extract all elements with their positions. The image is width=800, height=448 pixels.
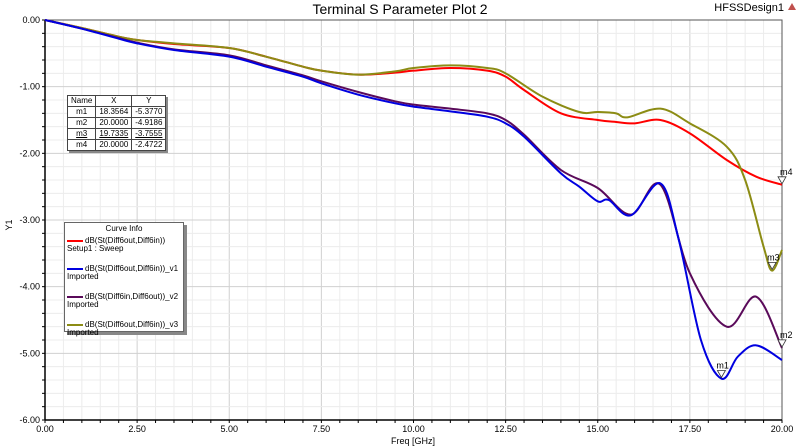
legend-swatch — [67, 295, 83, 298]
marker-label: m1 — [716, 360, 729, 370]
y-tick-label: -3.00 — [19, 215, 40, 225]
curve-2[interactable] — [44, 19, 783, 380]
y-tick-label: 0.00 — [22, 15, 40, 25]
x-tick-label: 7.50 — [313, 424, 331, 434]
marker-table[interactable]: Name X Y m1 18.3564 -5.3770 m2 20.0000 -… — [66, 95, 167, 151]
design-name-label: HFSSDesign1 — [714, 2, 784, 14]
marker-triangle-icon[interactable] — [777, 339, 787, 348]
legend-label: dB(St(Diff6out,Diff6in)) — [85, 236, 166, 245]
x-tick-label: 15.00 — [586, 424, 609, 434]
col-y: Y — [131, 95, 167, 107]
legend-source: Imported — [67, 272, 99, 281]
legend-label: dB(St(Diff6out,Diff6in))_v1 — [85, 264, 179, 273]
marker-y: -4.9186 — [131, 117, 167, 129]
marker-row[interactable]: m2 20.0000 -4.9186 — [66, 117, 167, 129]
legend-source: Imported — [67, 328, 99, 337]
marker-x: 18.3564 — [95, 106, 133, 118]
marker-row[interactable]: m3 19.7335 -3.7555 — [66, 128, 167, 140]
x-tick-label: 10.00 — [402, 424, 425, 434]
marker-name: m3 — [66, 128, 97, 140]
axes: 0.00 2.50 5.00 7.50 10.00 12.50 15.00 17.50 20.0… — [19, 15, 793, 434]
marker-name: m1 — [66, 106, 97, 118]
legend-label: dB(St(Diff6in,Diff6out))_v2 — [85, 292, 179, 301]
warning-triangle-icon — [788, 3, 796, 10]
marker-y: -3.7555 — [131, 128, 167, 140]
marker-label: m2 — [780, 330, 793, 340]
legend-swatch — [67, 239, 83, 242]
marker-label: m4 — [780, 167, 793, 177]
legend-item[interactable]: dB(St(Diff6in,Diff6out))_v2 Imported — [65, 293, 183, 317]
x-tick-label: 5.00 — [220, 424, 238, 434]
marker-y: -2.4722 — [131, 139, 167, 151]
chart-title: Terminal S Parameter Plot 2 — [312, 1, 488, 17]
legend-swatch — [67, 267, 83, 270]
x-tick-label: 12.50 — [494, 424, 517, 434]
y-tick-label: -4.00 — [19, 282, 40, 292]
legend-title: Curve Info — [105, 224, 143, 233]
marker-x: 20.0000 — [95, 117, 133, 129]
legend-source: Imported — [67, 300, 99, 309]
legend-item[interactable]: dB(St(Diff6out,Diff6in))_v1 Imported — [65, 265, 183, 289]
legend-label: dB(St(Diff6out,Diff6in))_v3 — [85, 320, 179, 329]
markers: m1 m2 m3 m4 — [716, 167, 793, 379]
x-tick-label: 20.00 — [771, 424, 794, 434]
col-x: X — [95, 95, 133, 107]
legend-item[interactable]: dB(St(Diff6out,Diff6in)) Setup1 : Sweep — [65, 237, 183, 261]
y-tick-label: -1.00 — [19, 82, 40, 92]
marker-x: 19.7335 — [95, 128, 133, 140]
y-axis-label: Y1 — [4, 219, 14, 230]
marker-row[interactable]: m1 18.3564 -5.3770 — [66, 106, 167, 118]
legend-source: Setup1 : Sweep — [67, 244, 124, 253]
curves — [44, 19, 783, 380]
marker-triangle-icon[interactable] — [767, 261, 777, 271]
legend-item[interactable]: dB(St(Diff6out,Diff6in))_v3 Imported — [65, 321, 183, 345]
grid-lines — [44, 19, 783, 421]
marker-name: m4 — [66, 139, 97, 151]
legend-swatch — [67, 323, 83, 326]
col-name: Name — [66, 95, 97, 107]
x-tick-label: 2.50 — [128, 424, 146, 434]
y-tick-label: -5.00 — [19, 348, 40, 358]
marker-row[interactable]: m4 20.0000 -2.4722 — [66, 139, 167, 151]
x-tick-label: 0.00 — [36, 424, 54, 434]
x-tick-label: 17.50 — [679, 424, 702, 434]
x-axis-label: Freq [GHz] — [391, 436, 435, 446]
marker-y: -5.3770 — [131, 106, 167, 118]
y-tick-label: -6.00 — [19, 415, 40, 425]
curve-4[interactable] — [44, 19, 783, 272]
curve-info-legend[interactable]: Curve Info dB(St(Diff6out,Diff6in)) Setu… — [64, 222, 184, 337]
marker-x: 20.0000 — [95, 139, 133, 151]
marker-triangle-icon[interactable] — [716, 370, 727, 379]
marker-name: m2 — [66, 117, 97, 129]
marker-label: m3 — [767, 252, 780, 262]
y-tick-label: -2.00 — [19, 148, 40, 158]
marker-triangle-icon[interactable] — [777, 176, 787, 185]
